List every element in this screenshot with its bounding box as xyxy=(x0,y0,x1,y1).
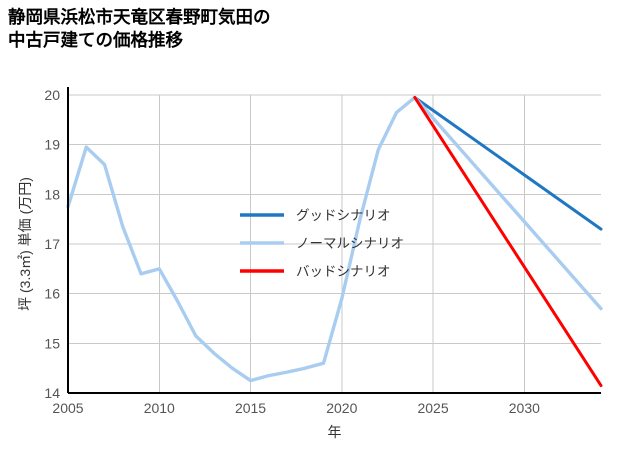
x-tick-label: 2020 xyxy=(326,400,357,416)
x-axis-title: 年 xyxy=(328,424,342,440)
y-axis-title: 坪 (3.3㎡) 単価 (万円) xyxy=(17,177,33,311)
y-tick-label: 18 xyxy=(44,186,60,202)
tick-labels: 14 15 16 17 18 19 20 2005 2010 2015 2020 2025 2030 xyxy=(44,87,540,416)
y-tick-label: 16 xyxy=(44,286,60,302)
legend-label-1: グッドシナリオ xyxy=(296,208,391,223)
y-tick-label: 17 xyxy=(44,236,60,252)
legend-label-2: ノーマルシナリオ xyxy=(296,236,404,251)
y-tick-label: 20 xyxy=(44,87,60,103)
chart-title: 静岡県浜松市天竜区春野町気田の 中古戸建ての価格推移 xyxy=(8,7,271,51)
legend-label-3: バッドシナリオ xyxy=(296,264,391,279)
x-tick-label: 2025 xyxy=(417,400,448,416)
data-series-layer xyxy=(66,95,603,388)
y-tick-label: 14 xyxy=(44,385,60,401)
series-line-1 xyxy=(413,95,603,231)
axis-lines xyxy=(66,87,601,395)
y-tick-label: 19 xyxy=(44,137,60,153)
x-tick-label: 2005 xyxy=(52,400,83,416)
series-line-3 xyxy=(413,95,603,388)
series-line-2 xyxy=(66,95,603,383)
x-tick-label: 2010 xyxy=(144,400,175,416)
x-tick-label: 2030 xyxy=(509,400,540,416)
y-tick-label: 15 xyxy=(44,335,60,351)
axis-titles: 年 坪 (3.3㎡) 単価 (万円) xyxy=(17,177,342,440)
x-tick-label: 2015 xyxy=(235,400,266,416)
